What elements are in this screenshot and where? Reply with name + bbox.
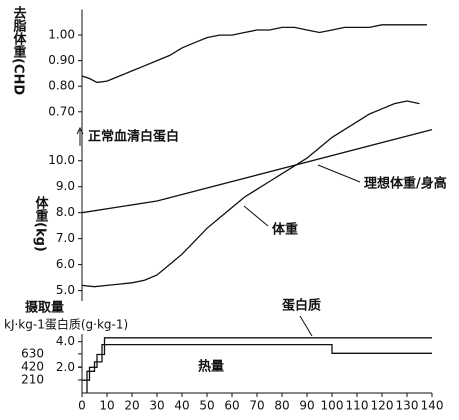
y-tick-label: 10.0 (48, 153, 75, 167)
x-tick-label: 80 (274, 399, 289, 413)
x-tick-label: 0 (78, 399, 86, 413)
x-tick-label: 100 (321, 399, 344, 413)
y2-tick-label: 210 (21, 372, 44, 386)
x-tick-label: 90 (299, 399, 314, 413)
x-tick-label: 20 (124, 399, 139, 413)
y2-tick-label: 420 (21, 359, 44, 373)
data-line (81, 100, 420, 288)
y-tick-label: 2.0 (56, 360, 75, 374)
y2-tick-label: 630 (21, 346, 44, 360)
y-tick-label: 9.0 (56, 179, 75, 193)
y-tick-label: 0.80 (48, 79, 75, 93)
x-tick-label: 10 (99, 399, 114, 413)
arrow (243, 205, 269, 227)
data-line (82, 337, 432, 381)
x-tick-label: 120 (371, 399, 394, 413)
x-tick-label: 130 (396, 399, 419, 413)
chart-title: 摄取量 (25, 300, 64, 316)
series-label: 理想体重/身高 (364, 176, 447, 192)
x-tick-label: 60 (224, 399, 239, 413)
y-axis-label: kJ·kg-1蛋白质(g·kg-1) (4, 317, 128, 332)
y-tick-label: 4.0 (56, 334, 75, 348)
data-line (86, 343, 432, 393)
x-tick-label: 40 (174, 399, 189, 413)
x-tick-label: 110 (346, 399, 369, 413)
y-tick-label: 6.0 (56, 257, 75, 271)
arrow (299, 315, 313, 337)
arrow (317, 164, 361, 183)
y-tick-label: 0.70 (48, 104, 75, 118)
x-tick-label: 70 (249, 399, 264, 413)
annotation: 正常血清白蛋白 (88, 129, 179, 145)
y-tick-label: 0.90 (48, 53, 75, 67)
x-tick-label: 50 (199, 399, 214, 413)
x-tick-label: 140 (421, 399, 444, 413)
x-tick-label: 30 (149, 399, 164, 413)
y-tick-label: 1.00 (48, 28, 75, 42)
series-label: 蛋白质 (282, 298, 321, 314)
data-line (81, 128, 433, 214)
y-tick-label: 8.0 (56, 205, 75, 219)
y-axis-label: 体重(kg) (33, 195, 49, 251)
series-label: 体重 (272, 222, 298, 238)
data-line (81, 24, 427, 84)
series-label: 热量 (198, 359, 224, 375)
y-axis-label: 去脂体重(CHD (11, 5, 28, 95)
y-tick-label: 5.0 (56, 283, 75, 297)
y-tick-label: 7.0 (56, 231, 75, 245)
